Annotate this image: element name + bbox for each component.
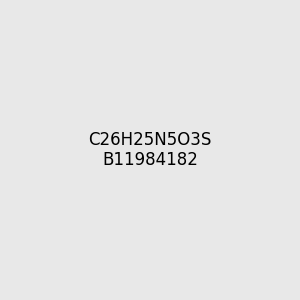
Text: C26H25N5O3S
B11984182: C26H25N5O3S B11984182 [88,130,212,170]
